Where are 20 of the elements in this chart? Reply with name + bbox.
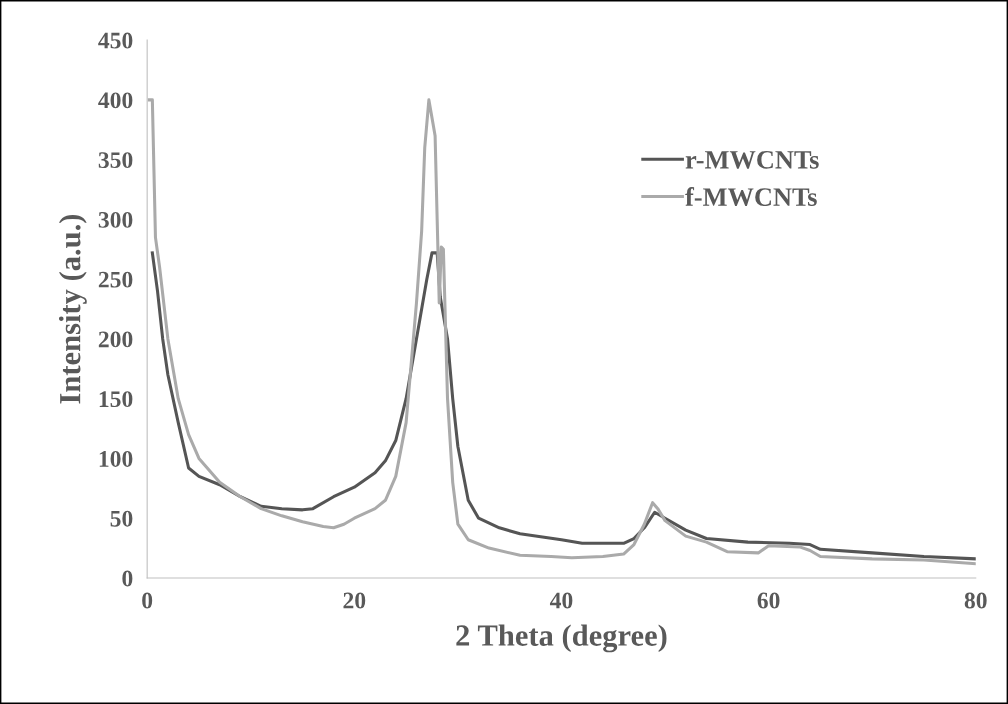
x-tick-label: 0	[142, 592, 153, 609]
y-tick-label: 200	[98, 331, 133, 348]
x-tick-label: 60	[757, 592, 780, 609]
y-tick-label: 100	[99, 450, 133, 467]
y-tick-label: 400	[98, 92, 133, 109]
x-tick-label: 20	[343, 592, 366, 609]
y-tick-label: 300	[98, 211, 133, 228]
x-tick-label: 40	[549, 592, 573, 609]
y-tick-label: 0	[122, 570, 133, 587]
legend-label: f-MWCNTs	[685, 187, 817, 207]
y-tick-label: 250	[98, 271, 133, 288]
legend-label: r-MWCNTs	[685, 150, 819, 169]
y-tick-label: 50	[110, 510, 133, 527]
x-tick-label: 80	[964, 592, 987, 609]
line-series	[147, 98, 976, 566]
y-tick-label: 450	[98, 32, 133, 49]
y-tick-label: 350	[98, 152, 133, 169]
y-axis-title: Intensity (a.u.)	[58, 214, 87, 404]
x-axis-title: 2 Theta (degree)	[456, 624, 667, 653]
y-tick-label: 150	[99, 391, 133, 408]
